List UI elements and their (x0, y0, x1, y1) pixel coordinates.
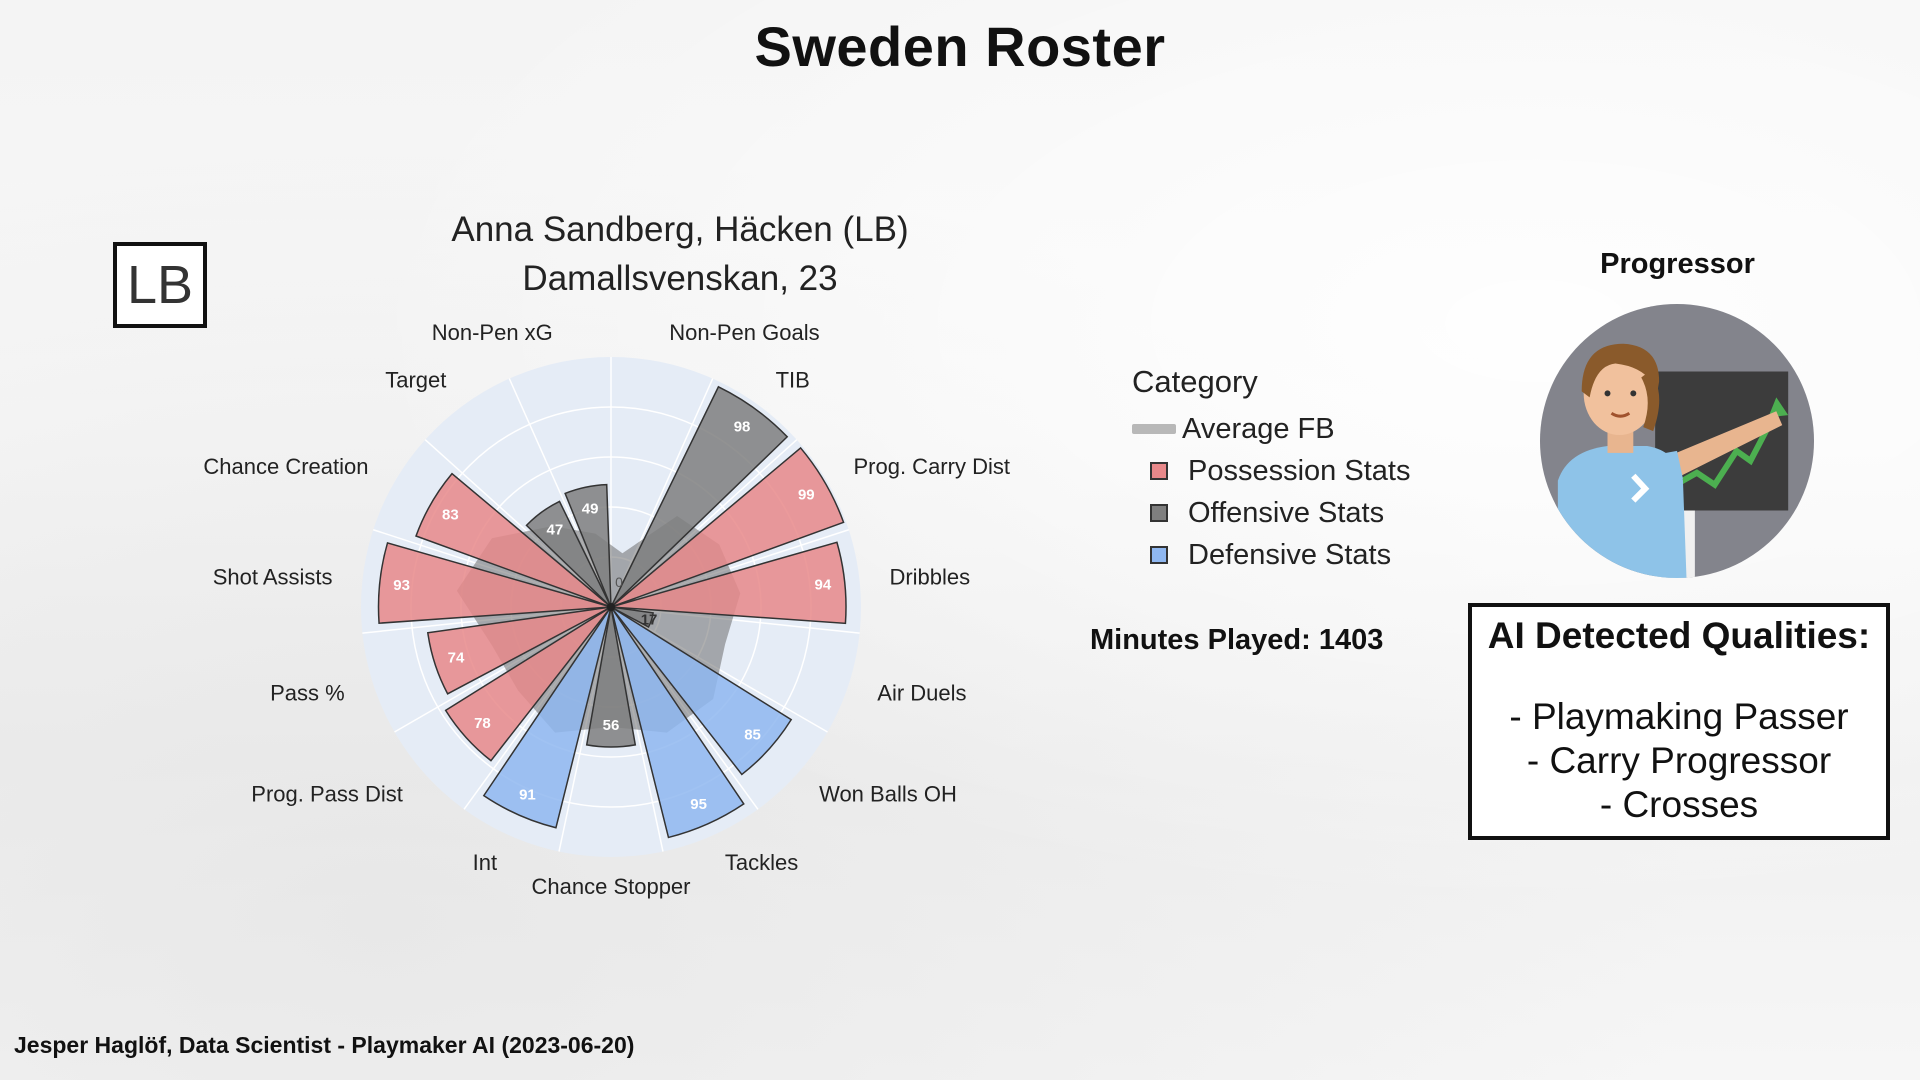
legend-item-possession[interactable]: Possession Stats (1132, 450, 1410, 492)
value-label: 74 (448, 649, 465, 666)
position-badge: LB (113, 242, 207, 328)
legend-swatch-possession (1150, 462, 1168, 480)
axis-label: Non-Pen xG (432, 320, 553, 345)
quality-item: - Crosses (1599, 784, 1759, 825)
value-label: 78 (474, 715, 491, 732)
axis-label: Int (473, 850, 497, 875)
bar-int (482, 606, 612, 829)
legend-label: Defensive Stats (1188, 538, 1392, 571)
axis-label: Prog. Pass Dist (251, 781, 403, 806)
axis-label: Chance Stopper (532, 874, 691, 899)
legend-line-average (1132, 424, 1176, 434)
legend-swatch-offensive (1150, 504, 1168, 522)
bar-prog-pass-dist (444, 606, 612, 762)
legend-label: Possession Stats (1188, 454, 1411, 487)
progressor-avatar-icon (1539, 303, 1815, 579)
value-label: 95 (690, 796, 707, 813)
value-label: 17 (641, 611, 658, 628)
bar-chance-creation (415, 472, 612, 608)
bar-dribbles (610, 541, 847, 625)
quality-item: - Playmaking Passer (1509, 696, 1849, 737)
bar-target (525, 500, 612, 608)
bar-non-pen-xg (564, 483, 612, 608)
bar-tackles (610, 606, 745, 839)
axis-label: Shot Assists (213, 565, 333, 590)
center-dot (607, 603, 615, 611)
value-label: 94 (814, 577, 831, 594)
value-label: 93 (393, 577, 410, 594)
value-label: 56 (603, 717, 620, 734)
bar-pass- (426, 606, 612, 695)
legend-item-average[interactable]: Average FB (1132, 408, 1410, 450)
quality-item: - Carry Progressor (1526, 740, 1832, 781)
bar-tib (610, 385, 789, 608)
archetype-label: Progressor (1600, 248, 1755, 280)
axis-label: TIB (776, 367, 810, 392)
minutes-played: Minutes Played: 1403 (1090, 624, 1384, 656)
legend-title: Category (1132, 364, 1258, 399)
legend-swatch-defensive (1150, 546, 1168, 564)
axis-label: Target (385, 367, 446, 392)
axis-label: Air Duels (877, 681, 966, 706)
legend-item-offensive[interactable]: Offensive Stats (1132, 492, 1410, 534)
axis-label: Dribbles (889, 565, 970, 590)
chart-title-line1: Anna Sandberg, Häcken (LB) (451, 210, 909, 249)
axis-label: Chance Creation (203, 454, 368, 479)
bar-won-balls-oh (610, 606, 793, 776)
qualities-list: - Playmaking Passer - Carry Progressor -… (1472, 695, 1886, 827)
value-label: 99 (798, 486, 815, 503)
page-title: Sweden Roster (754, 15, 1166, 78)
bar-shot-assists (377, 542, 612, 624)
value-label: 85 (744, 726, 761, 743)
bar-air-duels (610, 606, 654, 628)
axis-label: Prog. Carry Dist (853, 454, 1009, 479)
axis-label: Pass % (270, 681, 345, 706)
value-label: 91 (519, 787, 536, 804)
footer-credit: Jesper Haglöf, Data Scientist - Playmake… (14, 1032, 635, 1058)
chart-legend: Category Average FB Possession Stats Off… (1132, 364, 1410, 576)
axis-label: Non-Pen Goals (669, 320, 819, 345)
ai-qualities-box: AI Detected Qualities: - Playmaking Pass… (1468, 603, 1890, 840)
chart-title-line2: Damallsvenskan, 23 (522, 259, 838, 298)
qualities-title: AI Detected Qualities: (1487, 615, 1871, 656)
axis-label: Won Balls OH (819, 781, 957, 806)
value-label: 47 (547, 522, 564, 539)
axis-label: Tackles (725, 850, 798, 875)
bar-prog-carry-dist (610, 446, 845, 608)
zero-tick-label: 0 (615, 574, 623, 590)
legend-label: Average FB (1182, 412, 1335, 445)
value-label: 83 (442, 506, 459, 523)
legend-label: Offensive Stats (1188, 496, 1385, 529)
legend-item-defensive[interactable]: Defensive Stats (1132, 534, 1410, 576)
bar-chance-stopper (585, 606, 637, 748)
value-label: 49 (582, 501, 599, 518)
value-label: 98 (734, 419, 751, 436)
